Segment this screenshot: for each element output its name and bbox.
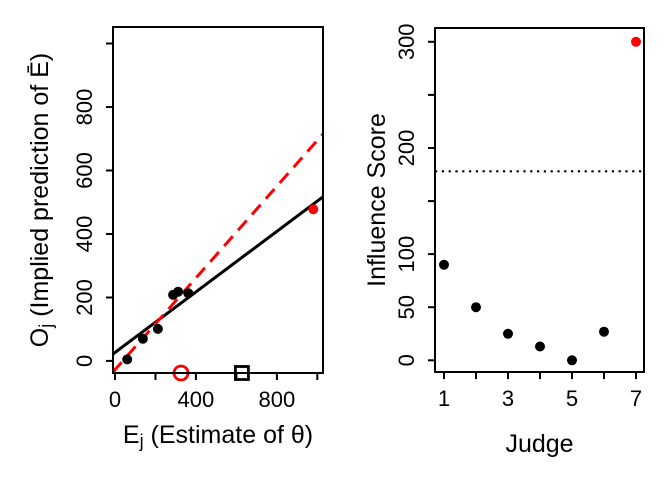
data-point-influential-judge [631,36,641,47]
reference-line [111,133,325,373]
data-point-judges-black [173,286,184,297]
calibration-scatter: 0 400 800 0 200 400 600 800 Ej (Estimate of θ) Oj… [26,26,325,451]
x-tick-label: 0 [109,387,121,412]
x-tick-label: 5 [566,386,578,411]
x-axis-title: Ej (Estimate of θ) [123,421,313,451]
x-tick-label: 800 [259,387,296,412]
x-tick-label: 400 [178,387,215,412]
y-tick-label: 800 [72,89,97,126]
x-tick-label: 7 [630,386,642,411]
data-point-judges-black [503,328,513,339]
data-point-influential-judge [308,204,319,215]
y-tick-label: 300 [394,23,419,60]
data-point-judges-black [439,259,449,270]
x-axis-title: Judge [505,430,573,458]
data-point-judges-black [471,302,481,313]
y-tick-label: 0 [394,354,419,366]
influence-plot: 1 3 5 7 0 50 100 200 300 Judge Influence Score [363,23,645,458]
x-tick-label: 3 [502,386,514,411]
data-point-judges-black [122,354,133,365]
data-point-judges-black [535,341,545,352]
y-tick-label: 100 [394,236,419,273]
data-point-judges-black [567,355,577,366]
plot-frame [434,27,645,373]
plot-frame [112,26,324,374]
y-tick-label: 600 [72,152,97,189]
data-point-judges-black [137,333,148,344]
y-tick-label: 50 [394,295,419,319]
fit-line [112,195,324,356]
data-point-judges-black [152,323,163,334]
y-tick-label: 0 [72,355,97,367]
y-axis-title: Influence Score [363,113,391,287]
y-axis-title: Oj (Implied prediction of Ē) [26,53,56,347]
x-tick-label: 1 [438,386,450,411]
y-tick-label: 200 [394,130,419,167]
data-point-judges-black [183,288,194,299]
data-point-judges-black [599,326,609,337]
y-tick-label: 400 [72,216,97,253]
y-tick-label: 200 [72,279,97,316]
